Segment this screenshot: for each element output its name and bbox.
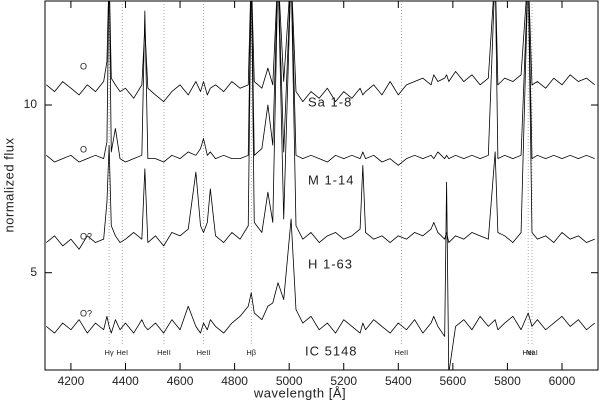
x-tick-label: 5000 (276, 374, 303, 388)
spectral-type-note: O (80, 61, 87, 71)
x-tick-label: 6000 (549, 374, 576, 388)
spectral-type-note: O (80, 144, 87, 154)
x-tick-label: 5600 (440, 374, 467, 388)
reference-label: HeII (157, 348, 171, 357)
x-tick-label: 4600 (167, 374, 194, 388)
plot-frame (44, 0, 599, 371)
reference-label: HeI (522, 348, 534, 357)
spectrum-line (46, 1, 595, 166)
spectrum-label: M 1-14 (308, 172, 354, 187)
y-tick-label: 5 (30, 265, 37, 279)
spectrum-line (46, 1, 595, 250)
y-axis-title: normalized flux (1, 138, 16, 233)
x-tick-label: 5400 (385, 374, 412, 388)
spectrum-label: IC 5148 (305, 343, 358, 358)
spectral-type-note: O? (80, 231, 92, 241)
spectrum-line (46, 181, 595, 370)
reference-label: HeII (197, 348, 211, 357)
plot-area (46, 1, 595, 370)
reference-label: Hγ (105, 348, 114, 357)
spectrum-label: H 1-63 (308, 256, 353, 271)
x-tick-label: 5800 (494, 374, 521, 388)
x-tick-label: 5200 (330, 374, 357, 388)
x-axis-title: wavelength [Å] (253, 385, 346, 400)
reference-label: HeII (394, 348, 408, 357)
reference-label: NaI (526, 348, 538, 357)
spectrum-label: Sa 1-8 (308, 94, 352, 109)
spectrum-line (46, 1, 595, 103)
x-tick-label: 4800 (221, 374, 248, 388)
x-tick-label: 4400 (112, 374, 139, 388)
x-tick-label: 4200 (58, 374, 85, 388)
reference-label: HeI (116, 348, 128, 357)
spectral-type-note: O? (80, 308, 92, 318)
reference-label: Hβ (246, 348, 256, 357)
y-tick-label: 10 (24, 97, 38, 111)
